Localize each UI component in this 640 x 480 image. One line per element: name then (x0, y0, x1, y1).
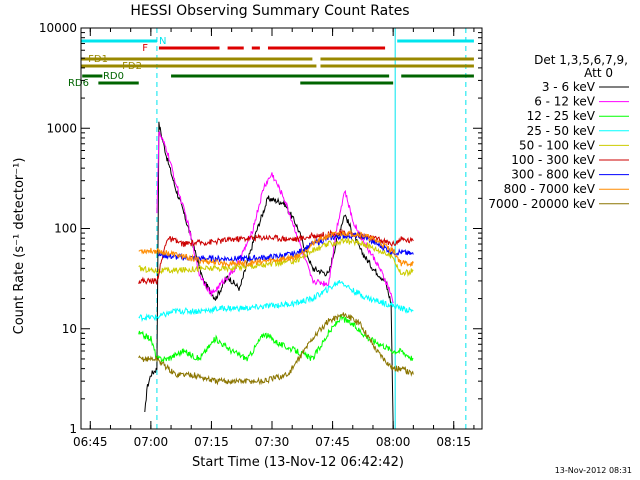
legend-label-300-800-kev: 300 - 800 keV (511, 168, 595, 182)
footer-date: 13-Nov-2012 08:31 (555, 466, 632, 475)
series-line-50-100-kev (138, 236, 414, 277)
axis-ticks: 06:45 07:00 07:15 07:30 07:45 08:00 08:15 1 10 10… (39, 21, 482, 449)
legend-label-100-300-kev: 100 - 300 keV (511, 153, 595, 167)
y-tick-label-1000: 1000 (46, 121, 77, 135)
flag-label-fd2: FD2 (122, 61, 142, 72)
legend-label-6-12-kev: 6 - 12 keV (534, 95, 596, 109)
legend-label-50-100-kev: 50 - 100 keV (519, 138, 596, 152)
legend-label-7000-20000-kev: 7000 - 20000 keV (488, 197, 595, 211)
x-tick-label-06-45: 06:45 (73, 435, 108, 449)
x-tick-label-08-15: 08:15 (436, 435, 471, 449)
series-line-100-300-kev (138, 228, 414, 286)
x-tick-label-07-15: 07:15 (194, 435, 229, 449)
y-axis-label: Count Rate (s⁻¹ detector⁻¹) (12, 158, 27, 335)
x-axis-label: Start Time (13-Nov-12 06:42:42) (192, 455, 404, 470)
flag-label-f: F (142, 43, 148, 54)
flag-label-rd6: RD6 (68, 78, 89, 89)
series-line-800-7000-kev (138, 230, 414, 268)
x-tick-label-07-00: 07:00 (134, 435, 169, 449)
y-tick-label-10000: 10000 (39, 21, 77, 35)
x-tick-label-07-45: 07:45 (315, 435, 350, 449)
y-tick-label-1: 1 (69, 422, 77, 436)
legend-title-detectors: Det 1,3,5,6,7,9, (534, 53, 628, 67)
y-tick-label-100: 100 (54, 222, 77, 236)
series-line-25-50-kev (138, 279, 414, 323)
x-tick-label-07-30: 07:30 (255, 435, 290, 449)
series-line-7000-20000-kev (138, 312, 414, 386)
legend-title-attenuator: Att 0 (584, 66, 613, 80)
chart-title: HESSI Observing Summary Count Rates (130, 3, 409, 19)
legend-label-3-6-kev: 3 - 6 keV (542, 80, 596, 94)
legend-label-25-50-kev: 25 - 50 keV (527, 124, 596, 138)
x-tick-label-08-00: 08:00 (376, 435, 411, 449)
y-tick-label-10: 10 (62, 322, 77, 336)
legend-label-800-7000-kev: 800 - 7000 keV (504, 182, 596, 196)
legend-label-12-25-kev: 12 - 25 keV (527, 109, 596, 123)
flag-label-rd0: RD0 (103, 71, 124, 82)
flag-label-n: N (159, 36, 166, 47)
flag-label-fd1: FD1 (88, 54, 108, 65)
